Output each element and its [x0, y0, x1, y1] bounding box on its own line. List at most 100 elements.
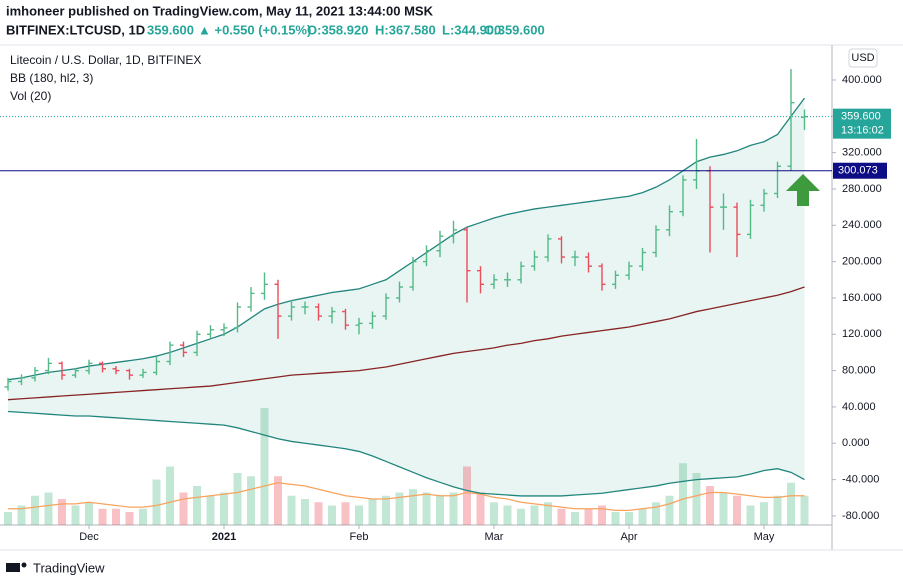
x-tick-label: Mar: [485, 531, 504, 543]
y-tick-label: 0.000: [842, 437, 870, 449]
volume-bar: [463, 466, 471, 525]
volume-bar: [328, 505, 336, 525]
y-tick-label: 200.000: [842, 256, 882, 268]
volume-bar: [233, 473, 242, 525]
volume-bar: [422, 492, 431, 525]
volume-bar: [220, 492, 228, 525]
plot: [0, 69, 832, 525]
last-price-tag: [833, 108, 891, 139]
y-tick-label: 120.000: [842, 328, 882, 340]
y-tick-label: 240.000: [842, 219, 882, 231]
logo: [6, 562, 27, 572]
y-tick-label: 40.000: [842, 401, 876, 413]
volume-bar: [584, 508, 593, 525]
volume-bar: [71, 505, 80, 525]
countdown: 13:16:02: [841, 125, 884, 137]
volume-bar: [571, 512, 579, 525]
close: C:359.600: [484, 22, 545, 37]
volume-bar: [787, 482, 795, 525]
volume-bar: [760, 502, 768, 525]
volume-bar: [4, 512, 12, 525]
x-tick-label: May: [754, 531, 775, 543]
volume-bar: [517, 508, 525, 525]
volume-bar: [598, 505, 606, 525]
volume-bar: [652, 502, 660, 525]
volume-bar: [638, 508, 647, 525]
bb-line: [7, 97, 806, 381]
legend-symbol: Litecoin / U.S. Dollar, 1D, BITFINEX: [10, 53, 201, 67]
volume-bar: [503, 505, 512, 525]
volume-bar: [382, 495, 390, 525]
volume-ma: [8, 482, 805, 511]
volume-bar: [314, 502, 323, 525]
volume-bar: [611, 512, 620, 525]
volume-bar: [490, 502, 498, 525]
x-tick-label: Apr: [620, 531, 637, 543]
volume-bar: [476, 492, 485, 525]
y-tick-label: -80.000: [842, 510, 879, 522]
volume-bar: [206, 495, 215, 525]
volume-bar: [544, 502, 552, 525]
volume-bar: [44, 492, 53, 525]
bb-fill: [8, 98, 805, 496]
footer-brand: TradingView: [33, 560, 105, 575]
level-tag: [833, 162, 887, 179]
volume-bar: [341, 502, 350, 525]
change: ▲ +0.550 (+0.15%): [198, 22, 311, 37]
y-tick-label: 160.000: [842, 292, 882, 304]
currency: USD: [851, 52, 874, 64]
volume-bar: [112, 508, 120, 525]
bb-line: [7, 410, 805, 497]
volume-bar: [98, 508, 107, 525]
x-tick-label: 2021: [212, 531, 236, 543]
y-tick-label: 400.000: [842, 74, 882, 86]
open: O:358.920: [307, 22, 368, 37]
volume-bar: [355, 505, 363, 525]
volume-bar: [166, 466, 174, 525]
symbol: BITFINEX:LTCUSD, 1D: [6, 22, 145, 37]
volume-bar: [625, 512, 633, 525]
volume-bar: [125, 512, 134, 525]
volume-bar: [58, 499, 66, 525]
legend-bb: BB (180, hl2, 3): [10, 71, 93, 85]
volume-bar: [773, 495, 782, 525]
y-tick-label: 280.000: [842, 183, 882, 195]
last-price-label: 359.600: [841, 111, 881, 123]
volume-bar: [692, 473, 701, 525]
y-tick-label: 80.000: [842, 365, 876, 377]
volume-bar: [449, 492, 458, 525]
volume-bar: [665, 495, 674, 525]
x-tick-label: Dec: [79, 531, 99, 543]
volume-bar: [152, 479, 161, 525]
x-tick-label: Feb: [350, 531, 369, 543]
volume-bar: [557, 508, 566, 525]
volume-bar: [800, 495, 809, 525]
volume-bar: [395, 492, 404, 525]
volume-bar: [679, 463, 687, 525]
volume-bar: [85, 502, 93, 525]
volume-bar: [193, 486, 201, 525]
volume-bar: [274, 476, 282, 525]
low: L:344.900: [442, 22, 501, 37]
high: H:367.580: [375, 22, 436, 37]
volume-bar: [139, 508, 147, 525]
volume-bar: [746, 505, 755, 525]
y-tick-label: 320.000: [842, 147, 882, 159]
volume-bar: [530, 505, 539, 525]
currency-box[interactable]: [848, 48, 878, 68]
volume-bar: [17, 505, 26, 525]
volume-bar: [436, 495, 444, 525]
volume-bar: [719, 492, 728, 525]
volume-bar: [733, 495, 741, 525]
volume-bar: [247, 476, 255, 525]
volume-bar: [260, 408, 269, 525]
volume-bar: [301, 499, 309, 525]
last-value: 359.600: [147, 22, 194, 37]
bb-line: [7, 286, 805, 401]
publish-line: imhoneer published on TradingView.com, M…: [6, 3, 434, 18]
level-label: 300.073: [838, 165, 878, 177]
up-arrow: [786, 174, 820, 206]
volume-bar: [287, 495, 296, 525]
volume-bar: [368, 499, 377, 525]
